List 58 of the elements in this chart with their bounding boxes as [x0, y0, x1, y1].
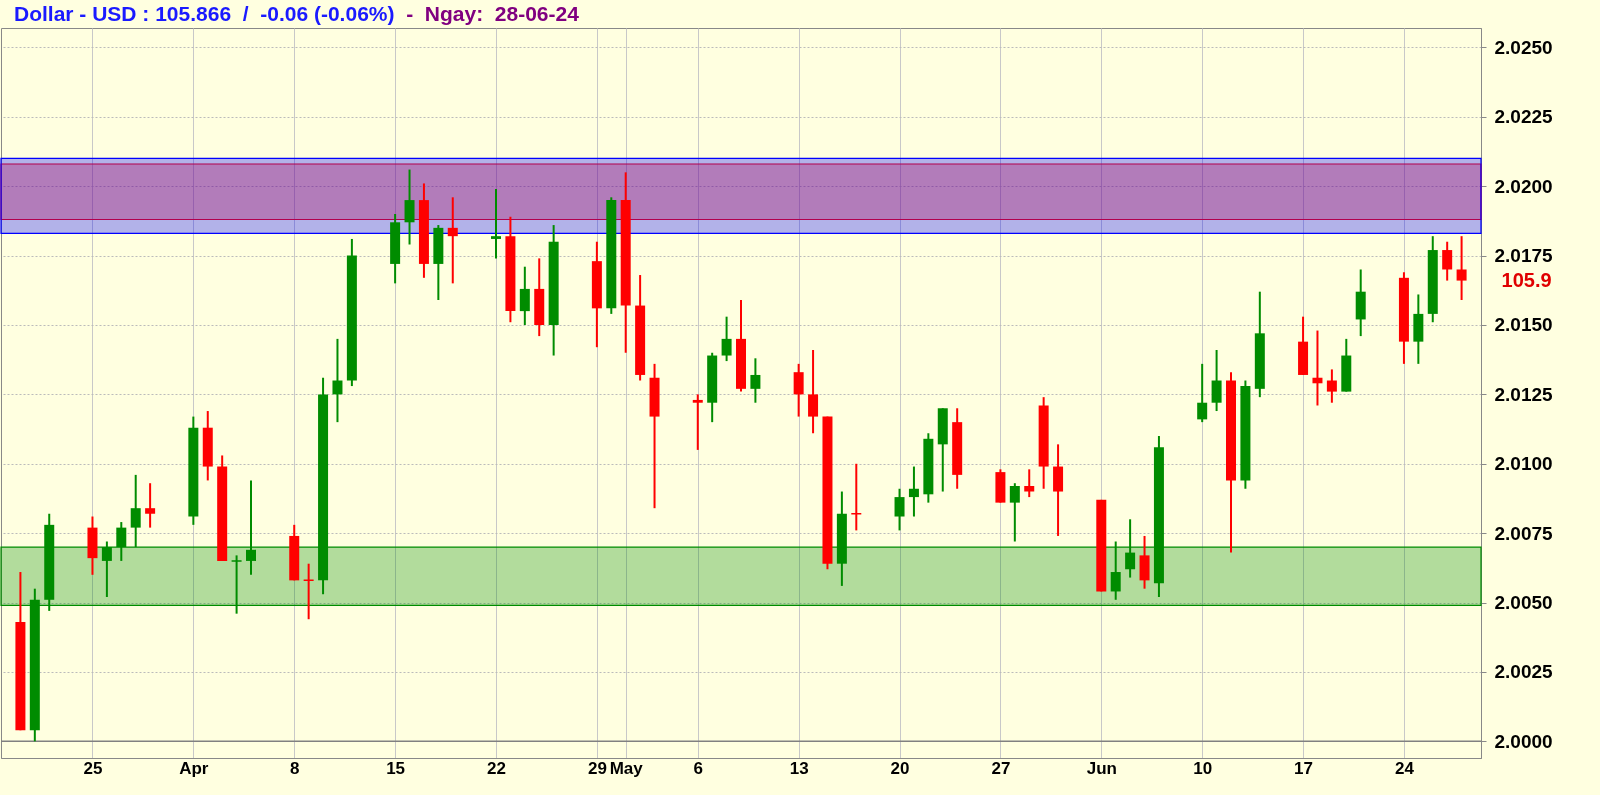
candlestick: [519, 265, 530, 326]
x-tick-label: 25: [83, 758, 103, 778]
candlestick: [1211, 348, 1222, 413]
candlestick: [404, 168, 415, 246]
x-tick-label: 24: [1394, 758, 1415, 778]
candlestick: [447, 196, 458, 285]
y-tick-label: 2.0250: [1494, 36, 1553, 58]
x-tick-label: 10: [1193, 758, 1213, 778]
candlestick: [130, 473, 141, 549]
candlestick: [908, 465, 919, 518]
x-tick-label: Jun: [1086, 758, 1117, 778]
candlestick: [145, 482, 156, 529]
candlestick: [1125, 518, 1136, 579]
candlestick: [1110, 540, 1121, 601]
candlestick: [808, 348, 819, 435]
candlestick: [721, 315, 732, 363]
candlestick: [116, 521, 127, 562]
candlestick: [1442, 240, 1453, 282]
candlestick: [1326, 368, 1337, 404]
x-tick-label: 15: [386, 758, 406, 778]
y-tick-label: 2.0150: [1494, 314, 1553, 336]
y-tick-label: 2.0225: [1494, 106, 1554, 128]
y-tick-label: 2.0025: [1494, 661, 1554, 683]
candlestick: [332, 337, 343, 424]
chart-subtitle: - Ngay: 28-06-24: [406, 2, 579, 25]
x-tick-label: 8: [290, 758, 300, 778]
x-tick-label: 27: [991, 758, 1011, 778]
candlestick: [793, 362, 804, 418]
x-tick-label: Apr: [179, 758, 209, 778]
x-tick-label: 6: [693, 758, 703, 778]
x-tick-label: May: [609, 758, 644, 778]
y-tick-label: 2.0125: [1494, 383, 1554, 405]
candlestick: [101, 540, 112, 599]
candlestick: [246, 479, 256, 576]
x-tick-label: 22: [487, 758, 506, 778]
y-tick-label: 2.0200: [1494, 175, 1553, 197]
chart-title: Dollar - USD : 105.866 / -0.06 (-0.06%): [14, 2, 395, 25]
y-tick-label: 2.0100: [1494, 453, 1553, 475]
x-tick-label: 20: [890, 758, 910, 778]
candlestick: [894, 487, 905, 532]
candlestick: [302, 562, 315, 621]
x-tick-label: 13: [789, 758, 809, 778]
x-tick-label: 29: [587, 758, 607, 778]
candlestick: [1456, 235, 1467, 302]
y-tick-label: 2.0000: [1494, 730, 1553, 752]
candlestick: [1009, 482, 1020, 543]
candlestick: [230, 554, 243, 615]
candlestick: [1197, 362, 1208, 424]
candlestick: [692, 393, 703, 451]
y-tick-label: 2.0075: [1494, 522, 1554, 544]
y-tick-label: 2.0175: [1494, 245, 1554, 267]
candlestick: [850, 462, 863, 532]
x-tick-label: 17: [1294, 758, 1314, 778]
candlestick: [491, 187, 501, 260]
candlestick: [1024, 468, 1035, 499]
y-tick-label: 2.0050: [1494, 592, 1553, 614]
annotation: 105.9: [1501, 268, 1552, 291]
candlestick: [750, 357, 761, 404]
